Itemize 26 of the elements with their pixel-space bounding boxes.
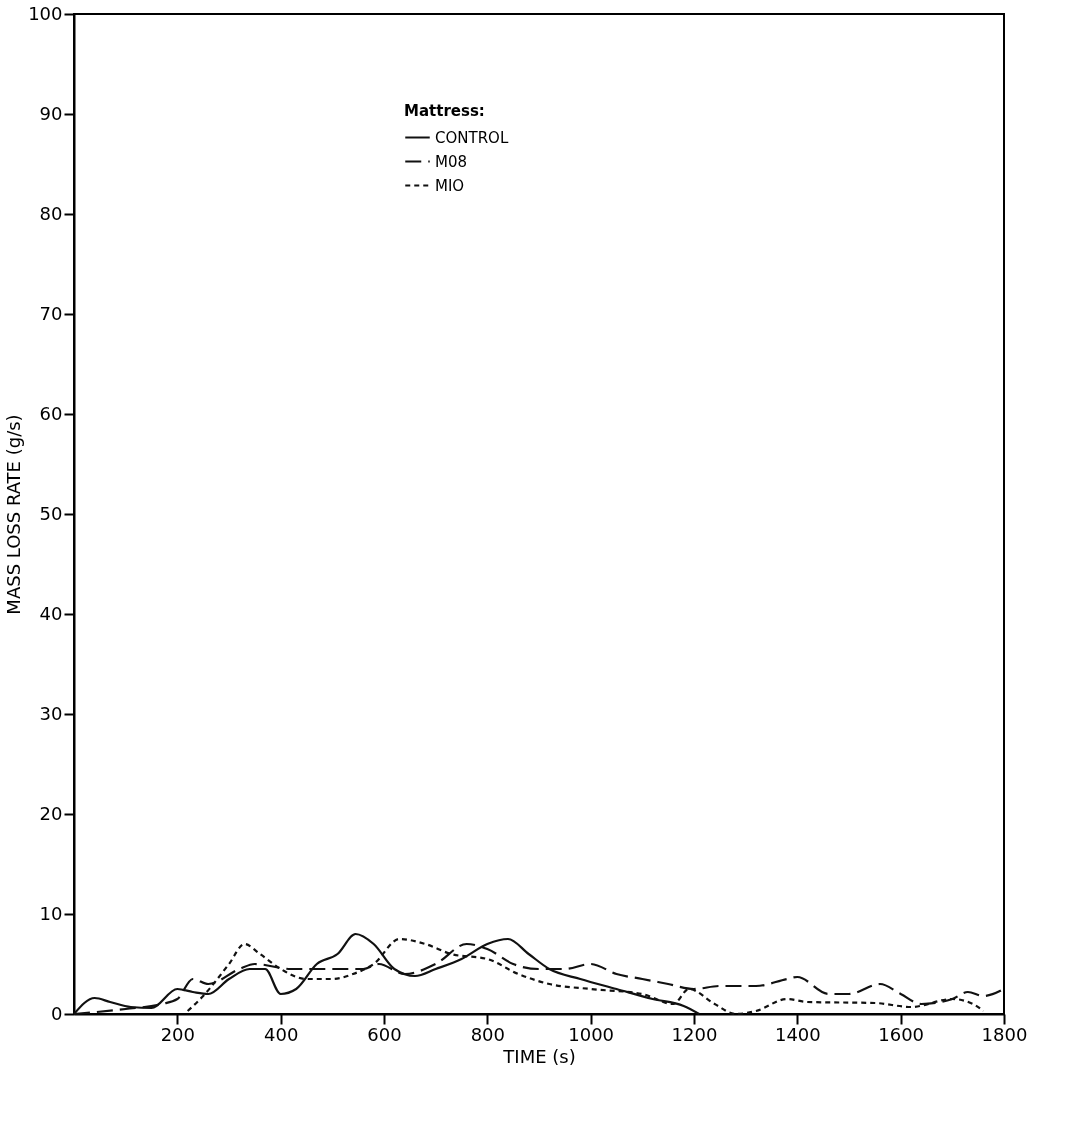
y-axis-title: MASS LOSS RATE (g/s) [3,414,25,615]
y-tick-label: 50 [39,502,63,524]
y-tick-label: 20 [39,802,63,824]
x-tick-label: 1000 [568,1023,615,1045]
y-tick-label: 0 [51,1002,63,1024]
x-tick-label: 200 [160,1023,196,1045]
x-tick-label: 800 [470,1023,506,1045]
y-tick-label: 100 [28,2,63,24]
y-tick-label: 40 [39,602,63,624]
y-tick-label: 10 [39,902,63,924]
legend-title: Mattress: [404,102,485,120]
y-tick-label: 90 [39,102,63,124]
legend-label: CONTROL [435,128,509,147]
x-tick-label: 1800 [981,1023,1028,1045]
x-tick-label: 1400 [774,1023,821,1045]
y-tick-label: 70 [39,302,63,324]
legend-label: MIO [435,176,465,195]
x-tick-label: 1200 [671,1023,718,1045]
y-tick-label: 80 [39,202,63,224]
x-tick-label: 600 [367,1023,402,1045]
x-tick-label: 400 [263,1023,299,1045]
y-tick-label: 60 [39,402,63,424]
x-tick-label: 1600 [878,1023,925,1045]
legend-label: M08 [435,152,468,171]
x-axis-title: TIME (s) [502,1045,576,1067]
y-tick-label: 30 [39,702,63,724]
